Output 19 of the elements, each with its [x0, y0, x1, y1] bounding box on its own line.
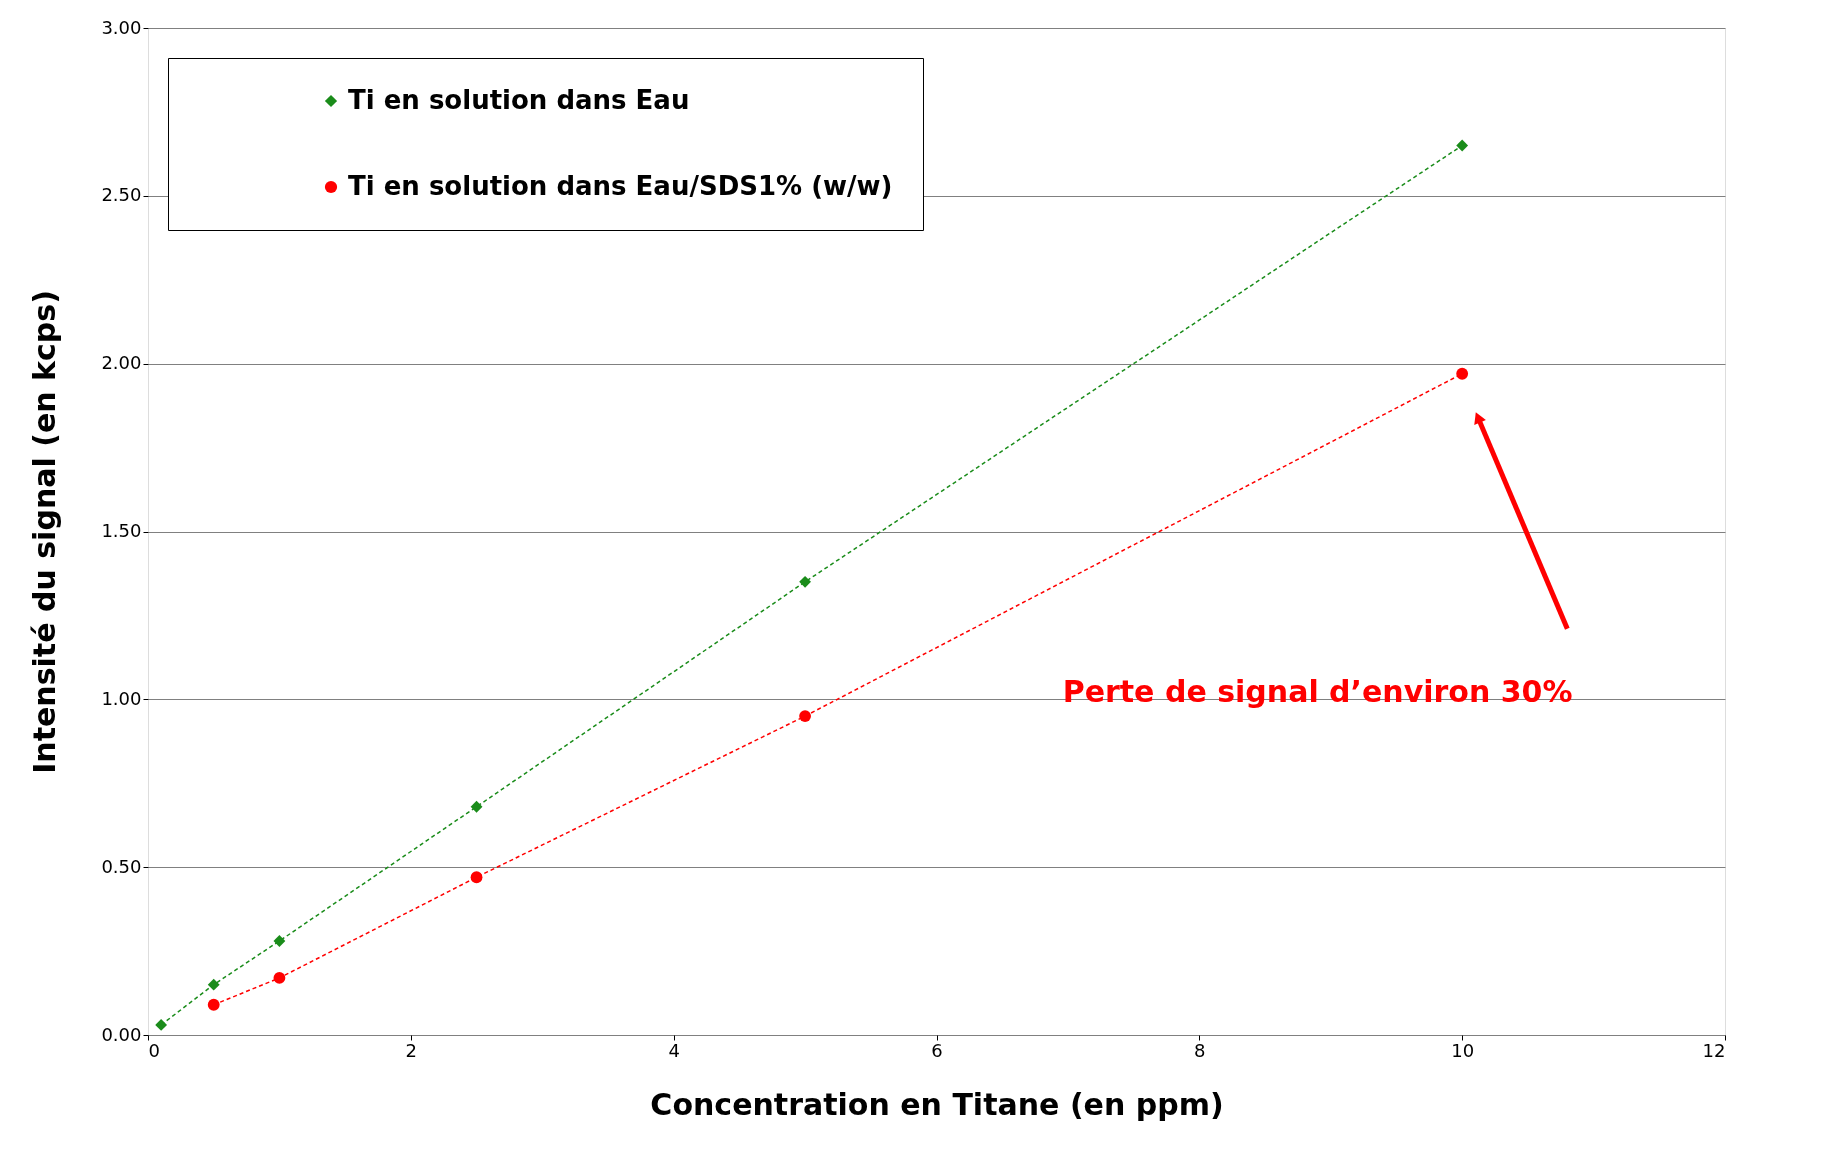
legend-label: Ti en solution dans Eau — [348, 85, 690, 115]
y-tick-label: 2.00 — [101, 352, 142, 374]
y-tick-label: 1.00 — [101, 687, 142, 709]
y-tick-label: 3.00 — [101, 16, 142, 38]
x-tick-label: 4 — [668, 1039, 680, 1061]
x-tick-label: 12 — [1702, 1039, 1726, 1061]
y-tick-label: 0.50 — [101, 855, 142, 877]
x-tick-label: 10 — [1451, 1039, 1475, 1061]
y-tick-label: 2.50 — [101, 184, 142, 206]
x-tick-label: 6 — [931, 1039, 943, 1061]
x-tick-label: 2 — [405, 1039, 418, 1061]
x-axis-title: Concentration en Titane (en ppm) — [650, 1086, 1224, 1122]
y-tick-label: 0.00 — [101, 1023, 142, 1045]
legend-label: Ti en solution dans Eau/SDS1% (w/w) — [348, 171, 893, 201]
x-tick-label: 8 — [1194, 1039, 1206, 1061]
x-tick-label: 0 — [148, 1039, 160, 1061]
annotation: Perte de signal d’environ 30% — [1062, 673, 1573, 709]
y-axis-title: Intensité du signal (en kcps) — [27, 290, 63, 774]
y-tick-label: 1.50 — [101, 520, 142, 541]
